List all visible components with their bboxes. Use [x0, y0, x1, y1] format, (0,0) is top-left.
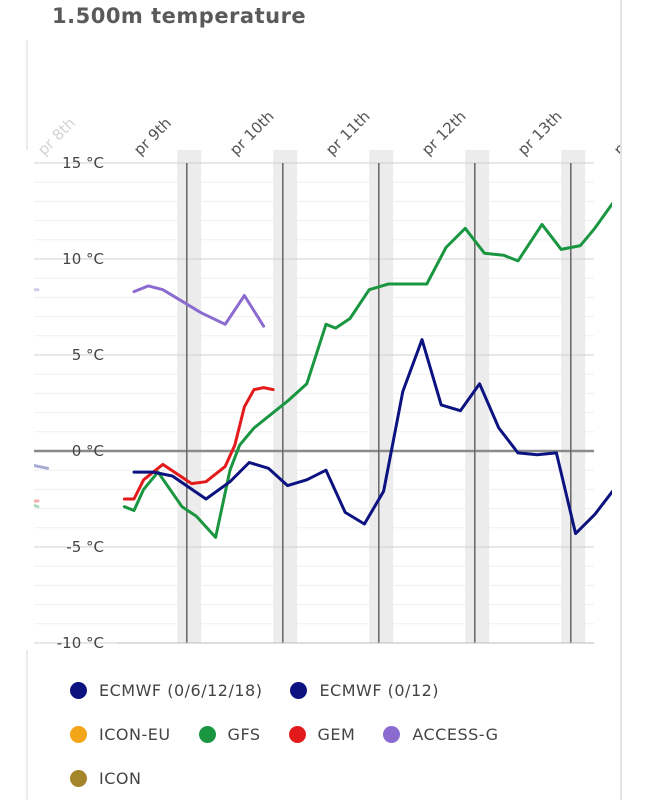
series-line-ecmwf-0-12: [132, 338, 612, 536]
y-tick-label: -5 °C: [66, 538, 104, 556]
y-tick-label: 0 °C: [72, 442, 104, 460]
legend-label: ECMWF (0/6/12/18): [99, 680, 263, 700]
night-band-4: [561, 150, 586, 643]
legend-item-gfs[interactable]: GFS: [198, 724, 261, 744]
legend-label: ECMWF (0/12): [319, 680, 440, 700]
legend-item-gem[interactable]: GEM: [288, 724, 356, 744]
legend-label: ICON: [99, 768, 142, 788]
date-label: pr 11th: [322, 107, 374, 159]
left-fade: [0, 150, 34, 650]
y-tick-label: 15 °C: [62, 154, 104, 172]
legend-label: GFS: [227, 724, 261, 744]
date-label: pr 12th: [418, 107, 470, 159]
series-line-gfs: [122, 201, 612, 539]
legend-item-icon[interactable]: ICON: [70, 769, 141, 788]
legend-row: ICON-EU GFS GEM ACCESS-G: [70, 712, 610, 756]
legend-label: GEM: [317, 724, 356, 744]
night-band-0: [177, 150, 202, 643]
legend-dot-icon: [70, 769, 87, 787]
y-tick-label: 5 °C: [72, 346, 104, 364]
legend-dot-icon: [70, 725, 87, 743]
legend-dot-icon: [383, 725, 401, 743]
temperature-chart[interactable]: 15 °C 10 °C 5 °C 0 °C -5 °C -10 °C pr 8th pr 9…: [0, 0, 620, 800]
legend-item-ecmwf-0-6-12-18[interactable]: ECMWF (0/6/12/18): [70, 681, 262, 700]
y-tick-label: -10 °C: [57, 634, 104, 652]
legend-dot-icon: [198, 725, 216, 743]
legend-row: ICON: [70, 756, 610, 800]
chart-title: 1.500m temperature: [52, 4, 307, 28]
date-label: pr 9th: [130, 114, 175, 159]
legend-dot-icon: [290, 681, 308, 699]
chart-legend: ECMWF (0/6/12/18) ECMWF (0/12) ICON-EU GFS G…: [70, 668, 610, 800]
series-line-access-g: [132, 284, 266, 328]
legend-label: ICON-EU: [99, 724, 171, 744]
legend-row: ECMWF (0/6/12/18) ECMWF (0/12): [70, 668, 610, 712]
chart-card: 1.500m temperature 15 °C 10 °C 5 °C 0 °C -5 …: [0, 0, 622, 800]
legend-label: ACCESS-G: [412, 724, 499, 744]
date-label: pr 8th: [34, 114, 79, 159]
legend-item-ecmwf-0-12[interactable]: ECMWF (0/12): [290, 681, 439, 700]
legend-dot-icon: [288, 725, 306, 743]
date-label: pr 13th: [514, 107, 566, 159]
legend-item-icon-eu[interactable]: ICON-EU: [70, 725, 171, 744]
date-label: pr 10th: [226, 107, 278, 159]
date-label: pr 14th: [610, 107, 620, 159]
series-line-gem: [122, 386, 275, 501]
legend-dot-icon: [70, 681, 87, 699]
series-line-gfs-future: [614, 201, 620, 211]
night-band-2: [369, 150, 394, 643]
y-tick-label: 10 °C: [62, 250, 104, 268]
legend-item-access-g[interactable]: ACCESS-G: [383, 725, 498, 744]
